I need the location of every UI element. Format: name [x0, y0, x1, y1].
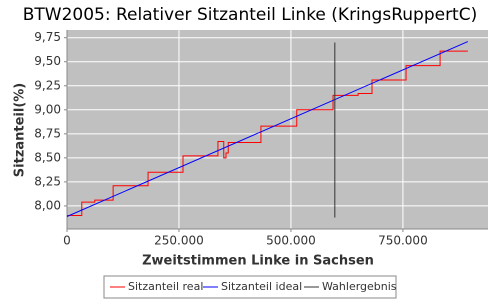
legend-label: Wahlergebnis — [322, 280, 397, 293]
y-tick-label: 9,75 — [34, 30, 61, 44]
y-tick-label: 8,25 — [34, 174, 61, 188]
y-tick-label: 9,50 — [34, 54, 61, 68]
y-tick-label: 8,75 — [34, 126, 61, 140]
series-line — [67, 50, 468, 217]
legend-box — [103, 275, 397, 299]
x-axis-title: Zweitstimmen Linke in Sachsen — [142, 254, 374, 269]
legend-label: Sitzanteil real — [128, 280, 203, 293]
series-line — [66, 41, 469, 217]
y-axis-title: Sitzanteil(%) — [13, 83, 28, 177]
x-tick-label: 250.000 — [154, 234, 204, 248]
y-tick-label: 9,25 — [34, 78, 61, 92]
legend-label: Sitzanteil ideal — [221, 280, 302, 293]
chart-title: BTW2005: Relativer Sitzanteil Linke (Kri… — [23, 5, 477, 25]
x-tick-label: 500.000 — [266, 234, 316, 248]
y-tick-label: 9,00 — [34, 102, 61, 116]
x-tick-label: 0 — [63, 234, 71, 248]
x-tick-label: 750.000 — [378, 234, 428, 248]
y-tick-label: 8,50 — [34, 150, 61, 164]
y-tick-label: 8,00 — [34, 198, 61, 212]
